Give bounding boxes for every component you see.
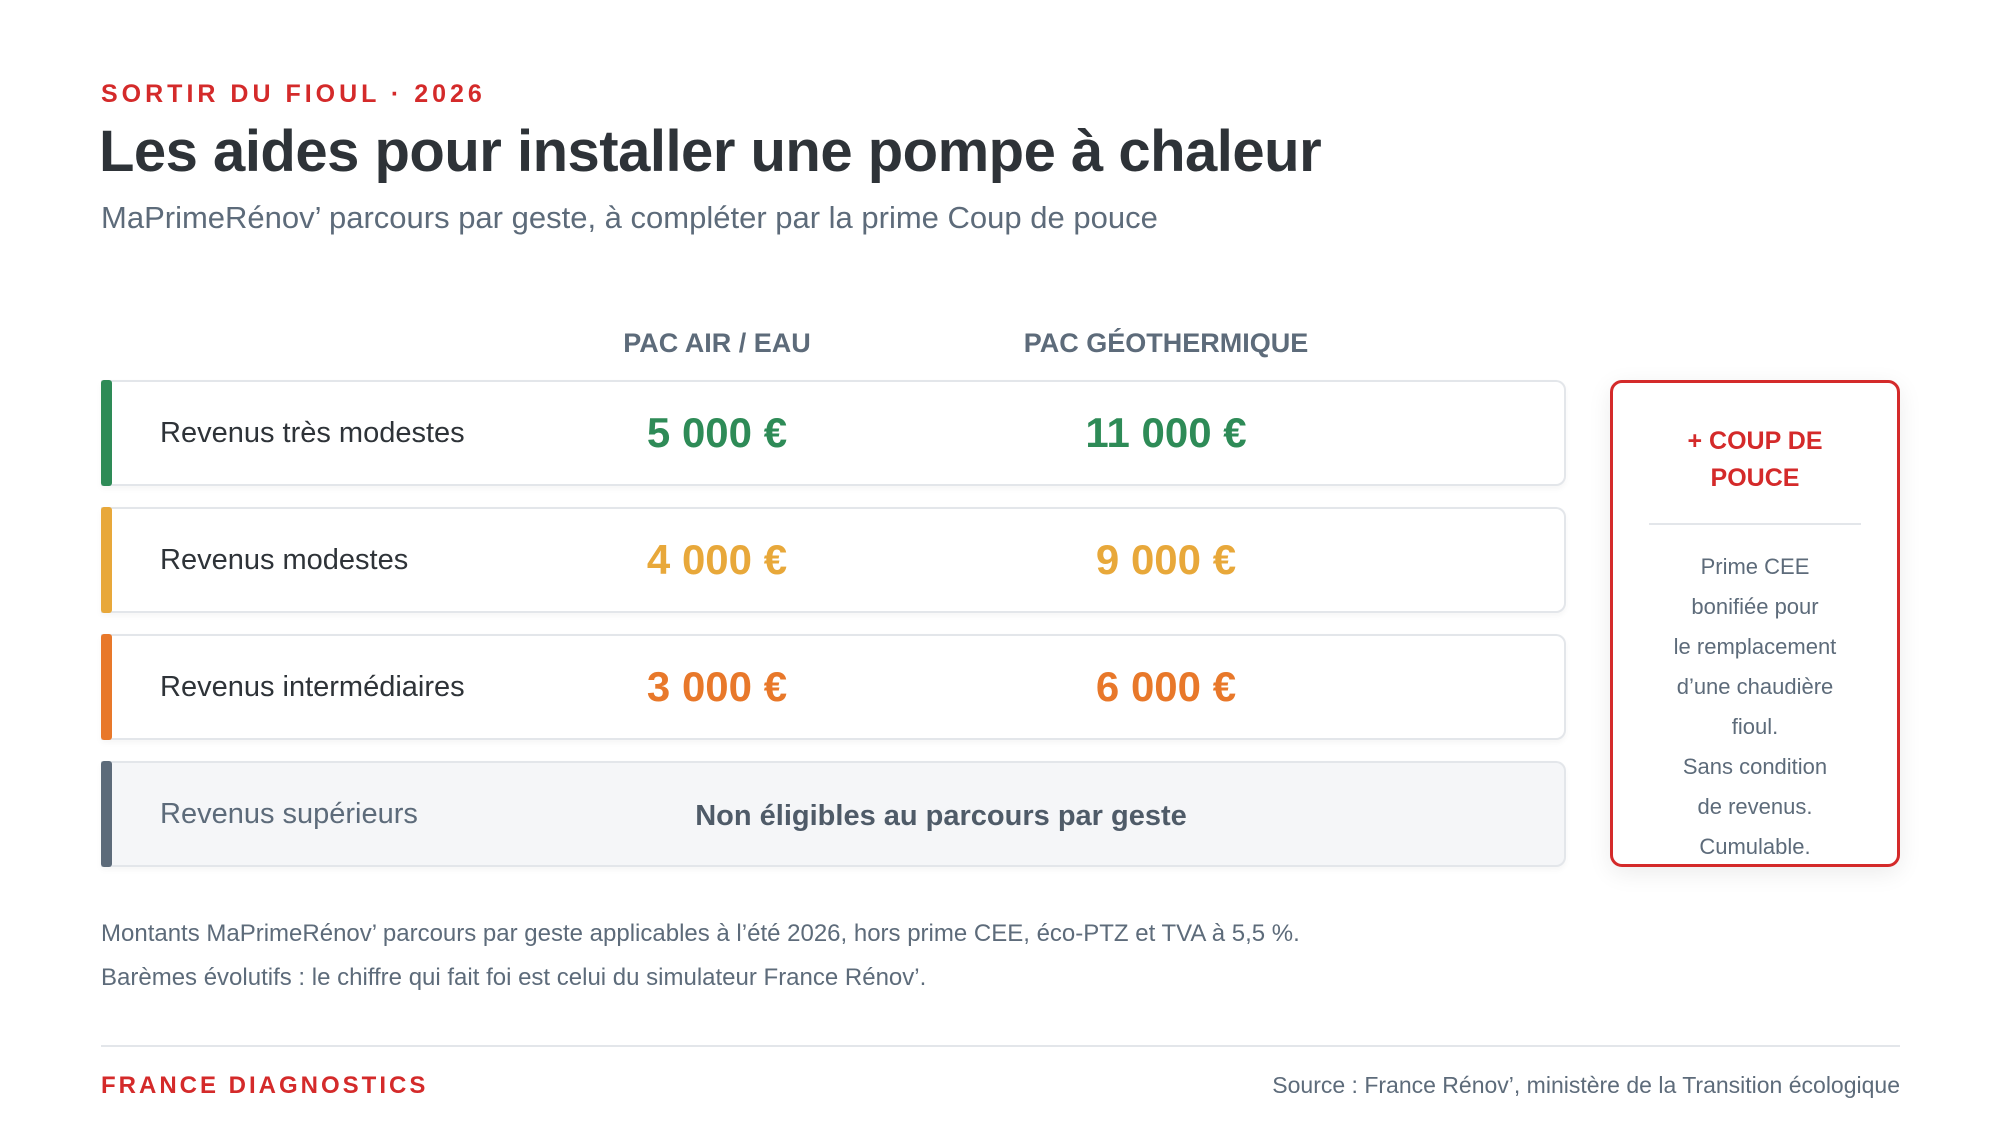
- side-box: + COUP DE POUCE Prime CEE bonifiée pour …: [1610, 380, 1900, 867]
- footnote: Barèmes évolutifs : le chiffre qui fait …: [101, 964, 927, 991]
- side-line: d’une chaudière: [1676, 674, 1834, 699]
- row-label: Revenus très modestes: [160, 417, 465, 449]
- table-row: Revenus modestes 4 000 € 9 000 €: [101, 507, 1566, 613]
- column-header: PAC AIR / EAU: [623, 328, 811, 358]
- subtitle: MaPrimeRénov’ parcours par geste, à comp…: [101, 200, 1158, 235]
- title: Les aides pour installer une pompe à cha…: [99, 119, 1322, 184]
- brand: FRANCE DIAGNOSTICS: [101, 1072, 429, 1099]
- amount: 6 000 €: [1095, 663, 1237, 710]
- side-line: bonifiée pour: [1691, 594, 1819, 619]
- side-title: + COUP DE POUCE: [1687, 427, 1823, 492]
- row-accent: [101, 507, 112, 613]
- side-line: le remplacement: [1673, 634, 1837, 659]
- side-line: Sans condition: [1682, 754, 1828, 779]
- divider: [101, 1045, 1900, 1047]
- side-lines: Prime CEE bonifiée pour le remplacement …: [1613, 547, 1897, 867]
- row-note: Non éligibles au parcours par geste: [695, 800, 1187, 832]
- side-line: de revenus.: [1697, 794, 1813, 819]
- row-label: Revenus intermédiaires: [160, 671, 465, 703]
- amount: 5 000 €: [646, 409, 788, 456]
- amount: 3 000 €: [646, 663, 788, 710]
- source: Source : France Rénov’, ministère de la …: [1272, 1072, 1900, 1098]
- footnote: Montants MaPrimeRénov’ parcours par gest…: [101, 920, 1300, 947]
- row-accent: [101, 380, 112, 486]
- separator: [1649, 523, 1861, 525]
- table-row: Revenus intermédiaires 3 000 € 6 000 €: [101, 634, 1566, 740]
- side-line: Prime CEE: [1700, 554, 1810, 579]
- table-row: Revenus très modestes 5 000 € 11 000 €: [101, 380, 1566, 486]
- row-label: Revenus modestes: [160, 544, 409, 576]
- side-line: fioul.: [1731, 714, 1779, 739]
- amount: 11 000 €: [1085, 409, 1247, 456]
- table-row: Revenus supérieurs Non éligibles au parc…: [101, 761, 1566, 867]
- column-header: PAC GÉOTHERMIQUE: [1023, 328, 1309, 358]
- row-accent: [101, 634, 112, 740]
- amount: 4 000 €: [646, 536, 788, 583]
- row-accent: [101, 761, 112, 867]
- side-line: Cumulable.: [1699, 834, 1811, 859]
- amount: 9 000 €: [1095, 536, 1237, 583]
- kicker: SORTIR DU FIOUL · 2026: [101, 80, 486, 108]
- row-label: Revenus supérieurs: [160, 798, 418, 830]
